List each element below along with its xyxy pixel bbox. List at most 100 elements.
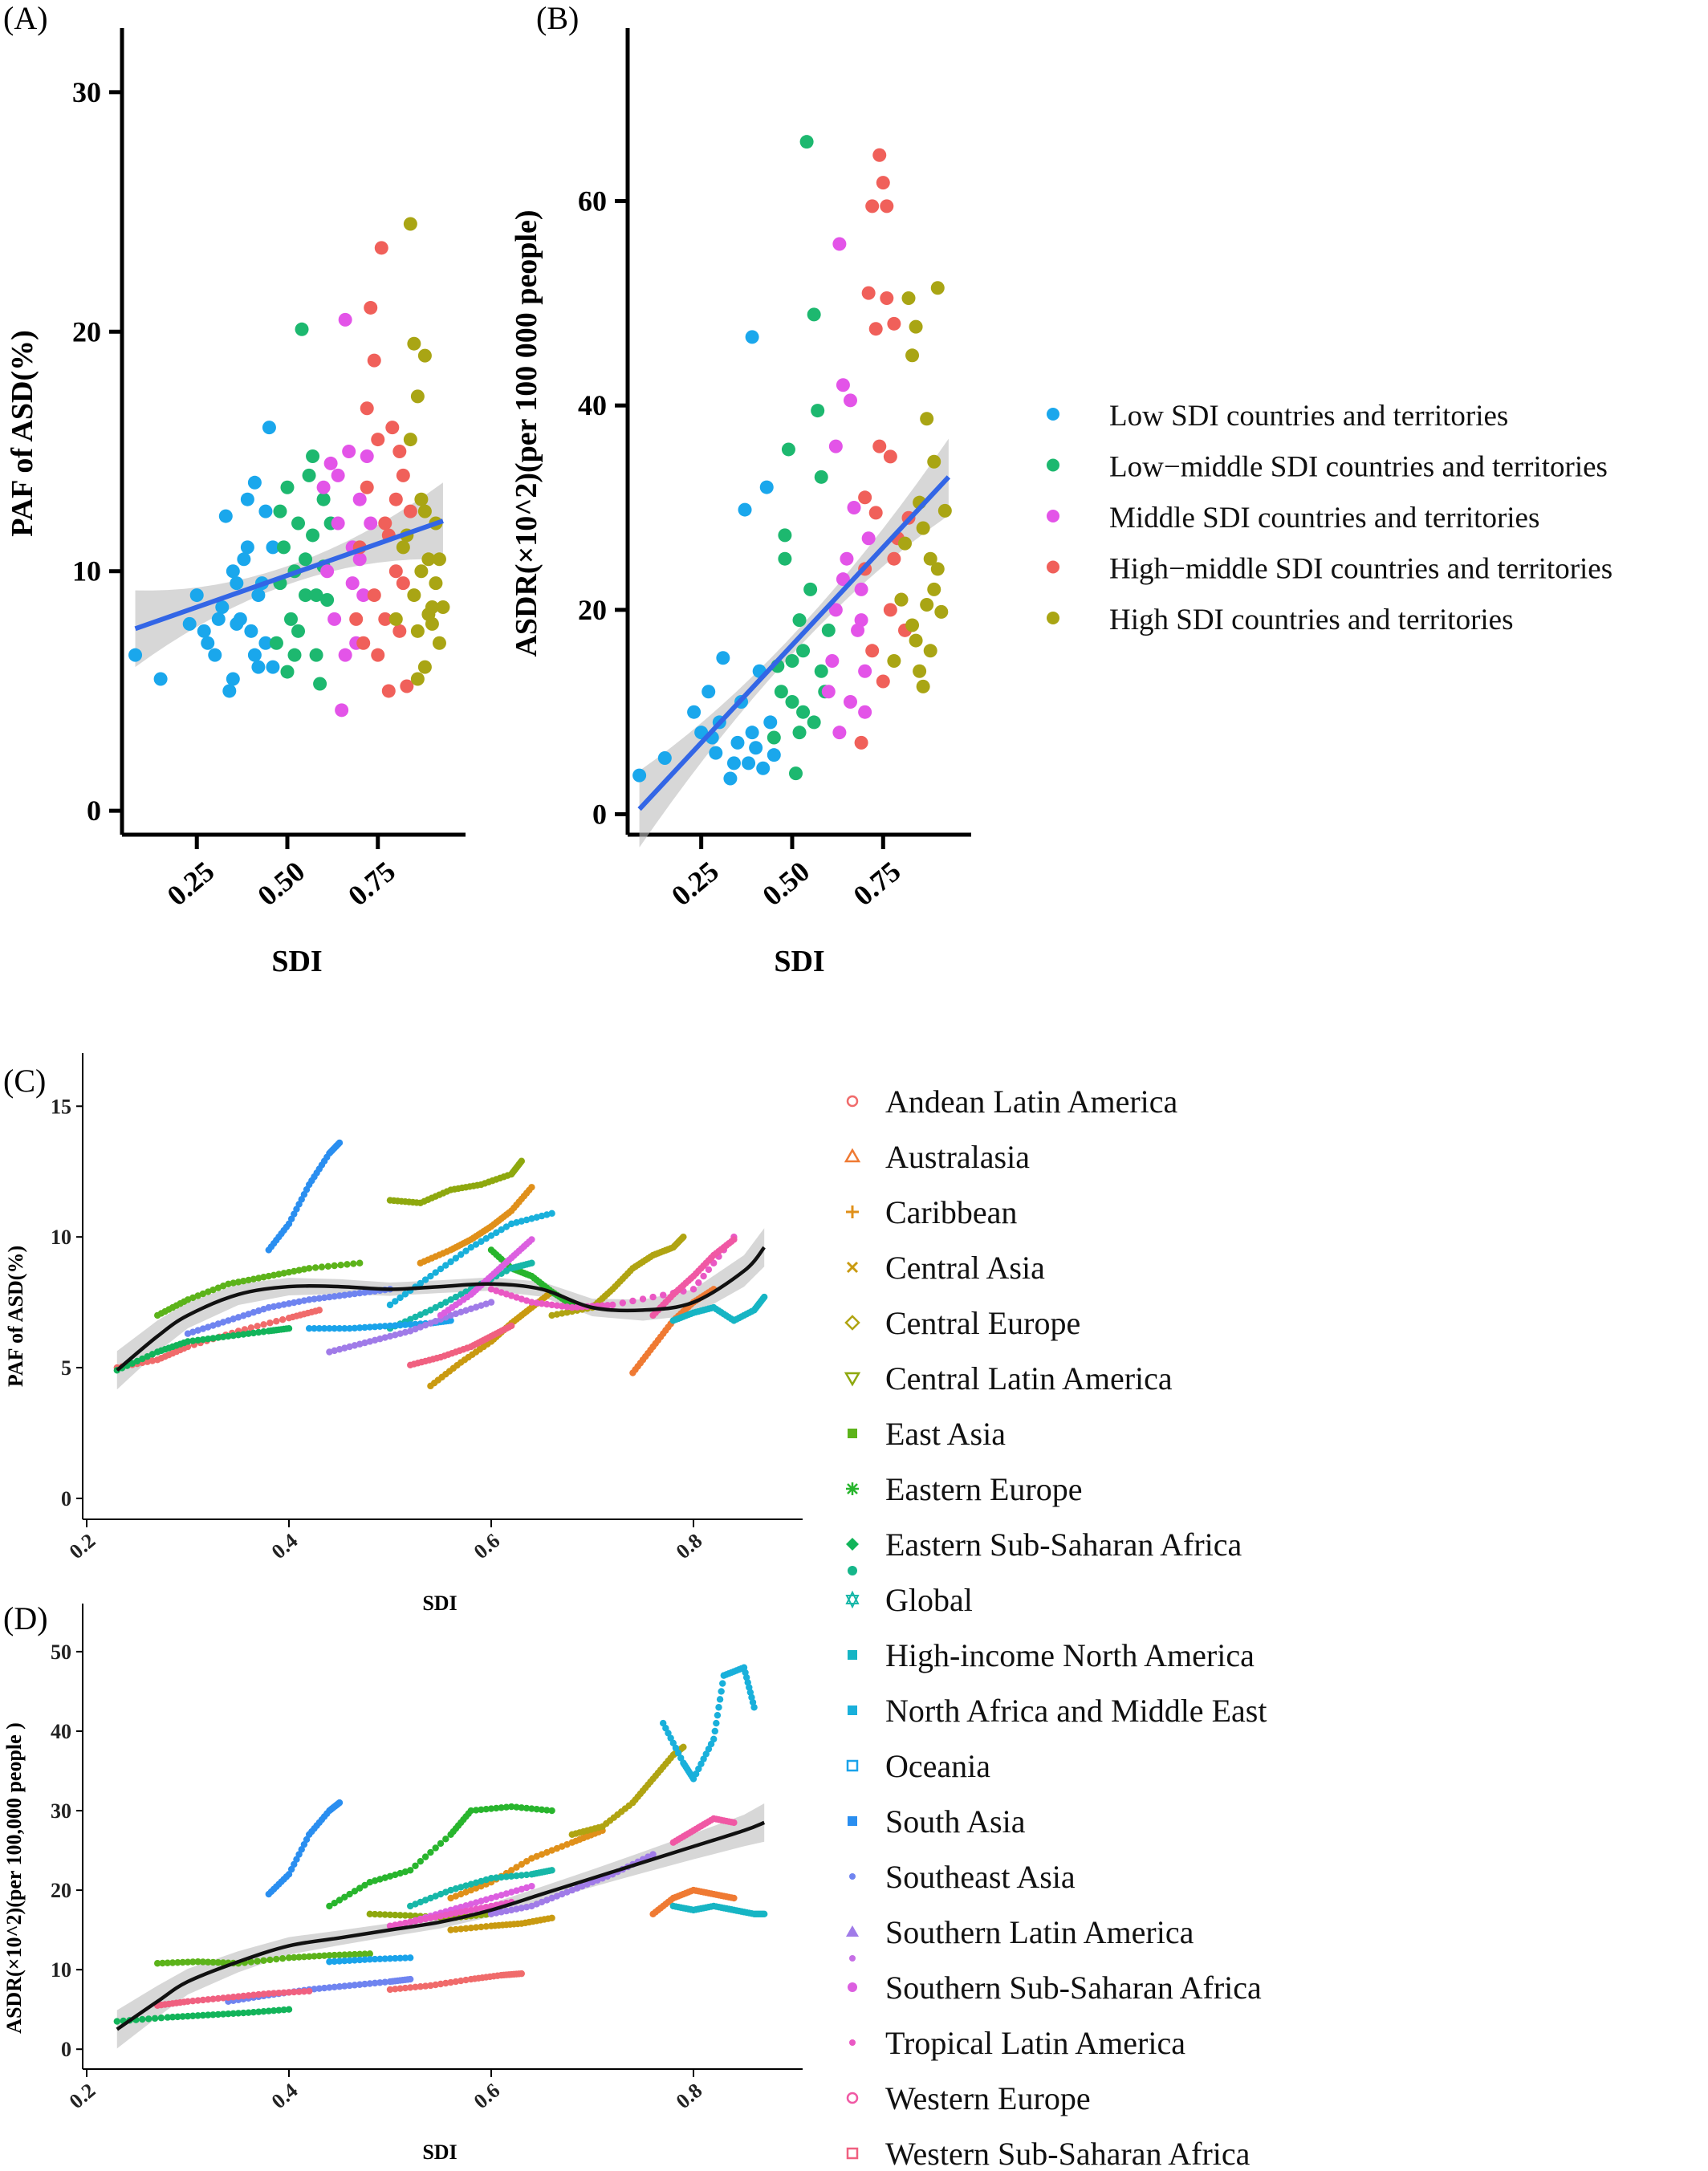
series-marker: [629, 1297, 636, 1305]
scatter-point: [374, 241, 388, 255]
series-marker: [250, 1309, 258, 1316]
scatter-point: [327, 612, 342, 626]
series-marker: [452, 1909, 460, 1917]
scatter-point: [927, 582, 941, 596]
scatter-point: [230, 616, 244, 631]
series-marker: [298, 1846, 305, 1853]
scatter-point: [153, 672, 168, 686]
series-marker: [458, 1925, 465, 1933]
scatter-point: [240, 492, 254, 506]
series-marker: [273, 1318, 280, 1325]
series-marker: [230, 2010, 237, 2017]
series-marker: [255, 1275, 262, 1282]
series-marker: [157, 2014, 165, 2022]
scatter-point: [883, 449, 897, 464]
series-marker: [705, 1746, 713, 1753]
series-marker: [341, 1957, 348, 1965]
series-marker: [407, 1954, 414, 1962]
series-marker: [518, 1295, 525, 1303]
series-marker: [306, 1987, 313, 1995]
series-marker: [245, 1330, 252, 1337]
scatter-point: [763, 715, 778, 730]
series-marker: [139, 1355, 146, 1363]
scatter-point: [295, 322, 309, 336]
series-marker: [179, 1958, 186, 1966]
series-marker: [275, 1270, 283, 1278]
scatter-point: [360, 401, 374, 416]
square-filled-icon: [848, 1650, 857, 1660]
x-tick-label: 0.4: [267, 2079, 303, 2113]
series-marker: [417, 1983, 424, 1990]
series-marker: [563, 1303, 571, 1311]
series-marker: [447, 1317, 454, 1324]
series-marker: [214, 1994, 222, 2002]
series-marker: [392, 1986, 399, 1993]
series-marker: [563, 1888, 571, 1896]
scatter-point: [410, 624, 425, 638]
series-marker: [412, 1901, 419, 1908]
y-tick-label: 30: [72, 76, 101, 108]
series-marker: [351, 1888, 359, 1895]
panel-d-label: (D): [3, 1600, 48, 1636]
scatter-point: [930, 562, 945, 576]
series-marker: [401, 1912, 409, 1919]
series-marker: [579, 1882, 586, 1890]
series-marker: [528, 1299, 535, 1306]
series-marker: [548, 1847, 555, 1854]
series-marker: [548, 1311, 555, 1319]
scatter-point: [323, 456, 338, 470]
panel-c-ylabel: PAF of ASD(%): [4, 1246, 27, 1387]
series-marker: [361, 1289, 368, 1296]
series-marker: [344, 1261, 351, 1268]
series-marker: [482, 1903, 490, 1911]
scatter-point: [371, 648, 385, 662]
series-marker: [432, 1844, 439, 1852]
series-marker: [548, 1894, 555, 1902]
series-marker: [291, 1988, 298, 1996]
series-marker: [250, 2008, 258, 2016]
series-marker: [189, 1294, 197, 1302]
asterisk-icon: [846, 1482, 859, 1495]
series-marker: [478, 1882, 485, 1890]
series-marker: [250, 1275, 258, 1283]
series-marker: [568, 1303, 575, 1311]
series-marker: [199, 1290, 207, 1298]
series-marker: [407, 1867, 414, 1874]
series-marker: [260, 1274, 267, 1281]
series-marker: [219, 2010, 227, 2018]
series-marker: [447, 1258, 454, 1266]
series-north-africa-and-middle-east: [660, 1664, 758, 1783]
series-marker: [689, 1286, 697, 1293]
series-marker: [396, 1921, 404, 1928]
series-marker: [184, 1338, 192, 1345]
x-tick-label: 0.75: [342, 855, 401, 912]
series-marker: [396, 1985, 404, 1992]
scatter-point: [266, 660, 280, 674]
series-marker: [452, 1925, 460, 1933]
series-marker: [730, 1236, 738, 1243]
series-marker: [346, 1343, 353, 1351]
scatter-point: [887, 551, 901, 566]
panel-d-ylabel: ASDR(×10^2)(per 100,000 people ): [2, 1722, 26, 2034]
scatter-point: [396, 576, 410, 591]
series-marker: [533, 1214, 540, 1221]
series-marker: [356, 1324, 364, 1331]
series-marker: [609, 1301, 616, 1309]
series-marker: [689, 1775, 697, 1783]
series-southern-latin-america: [326, 1299, 495, 1356]
series-marker: [401, 1868, 409, 1876]
series-marker: [508, 1220, 515, 1228]
circle-open-icon: [846, 1095, 859, 1108]
series-southeast-asia: [184, 1286, 394, 1337]
series-marker: [295, 1298, 303, 1305]
panel-a: (A) 0 10 20 30 0.25 0.50 0.75 SDI PAF of ASD(%…: [3, 0, 466, 978]
series-marker: [649, 1851, 657, 1858]
series-marker: [351, 1324, 359, 1331]
series-marker: [219, 1994, 227, 2002]
series-marker: [351, 1950, 359, 1958]
series-marker: [315, 1985, 323, 1992]
series-western-sub-saharan-africa: [407, 1322, 515, 1368]
series-marker: [341, 1893, 348, 1901]
series-marker: [311, 1986, 318, 1993]
series-marker: [710, 1259, 718, 1266]
